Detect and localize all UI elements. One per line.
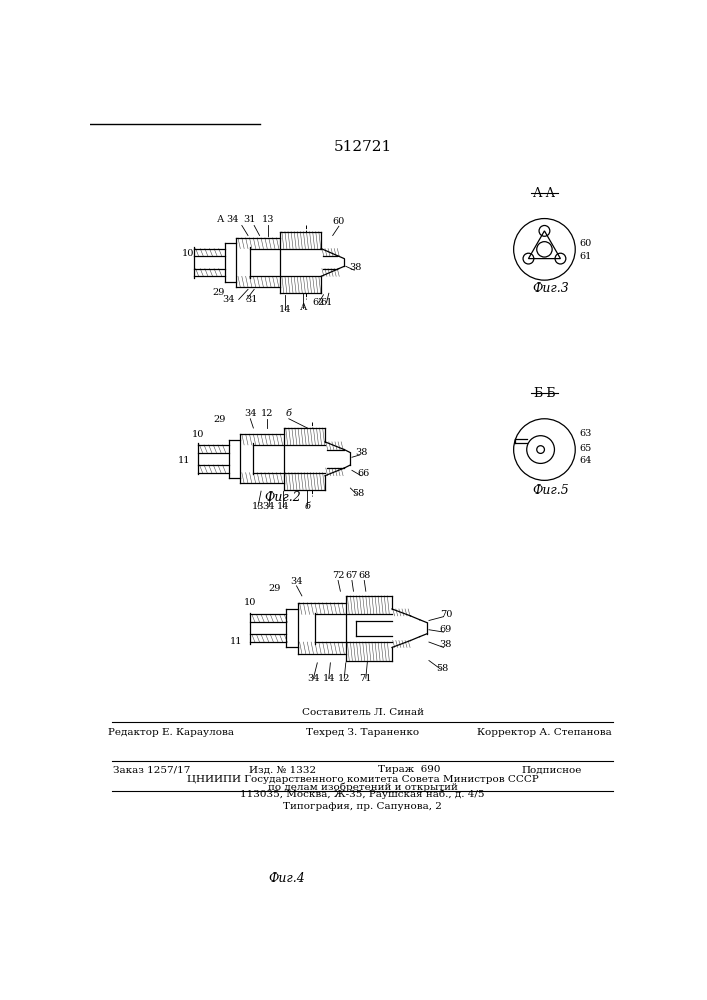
Text: 11: 11 bbox=[178, 456, 190, 465]
Text: 70: 70 bbox=[440, 610, 452, 619]
Text: 58: 58 bbox=[437, 664, 449, 673]
Text: 67: 67 bbox=[346, 571, 358, 580]
Text: 34: 34 bbox=[262, 502, 275, 511]
Text: А: А bbox=[300, 303, 307, 312]
Text: 31: 31 bbox=[243, 215, 256, 224]
Text: 12: 12 bbox=[261, 409, 274, 418]
Text: 113035, Москва, Ж-35, Раушская наб., д. 4/5: 113035, Москва, Ж-35, Раушская наб., д. … bbox=[240, 790, 485, 799]
Text: 60: 60 bbox=[579, 239, 591, 248]
Text: 71: 71 bbox=[360, 674, 372, 683]
Text: Заказ 1257/17: Заказ 1257/17 bbox=[113, 765, 190, 774]
Text: 34: 34 bbox=[226, 215, 239, 224]
Text: Изд. № 1332: Изд. № 1332 bbox=[249, 765, 316, 774]
Text: 29: 29 bbox=[214, 415, 226, 424]
Text: Фиг.5: Фиг.5 bbox=[532, 484, 569, 497]
Text: 31: 31 bbox=[245, 295, 257, 304]
Text: 61: 61 bbox=[579, 252, 592, 261]
Text: 34: 34 bbox=[308, 674, 320, 683]
Text: 13: 13 bbox=[252, 502, 264, 511]
Text: 64: 64 bbox=[579, 456, 592, 465]
Text: Типография, пр. Сапунова, 2: Типография, пр. Сапунова, 2 bbox=[284, 802, 442, 811]
Text: 13: 13 bbox=[262, 215, 274, 224]
Text: 69: 69 bbox=[440, 625, 452, 634]
Text: Техред З. Тараненко: Техред З. Тараненко bbox=[306, 728, 419, 737]
Text: б: б bbox=[286, 409, 292, 418]
Text: 66: 66 bbox=[357, 469, 370, 478]
Text: 14: 14 bbox=[322, 674, 335, 683]
Text: б: б bbox=[304, 502, 310, 511]
Text: 29: 29 bbox=[269, 584, 281, 593]
Text: ЦНИИПИ Государственного комитета Совета Министров СССР: ЦНИИПИ Государственного комитета Совета … bbox=[187, 775, 539, 784]
Text: по делам изобретений и открытий: по делам изобретений и открытий bbox=[268, 782, 457, 792]
Text: 34: 34 bbox=[223, 295, 235, 304]
Text: 62: 62 bbox=[312, 298, 325, 307]
Text: Редактор Е. Караулова: Редактор Е. Караулова bbox=[108, 728, 234, 737]
Text: 10: 10 bbox=[192, 430, 204, 439]
Text: 61: 61 bbox=[320, 298, 333, 307]
Text: 10: 10 bbox=[244, 598, 257, 607]
Text: А: А bbox=[217, 215, 225, 224]
Text: Подписное: Подписное bbox=[522, 765, 583, 774]
Text: Составитель Л. Синай: Составитель Л. Синай bbox=[302, 708, 423, 717]
Text: 34: 34 bbox=[291, 577, 303, 586]
Text: 65: 65 bbox=[579, 444, 591, 453]
Text: 34: 34 bbox=[244, 409, 257, 418]
Text: Фиг.2: Фиг.2 bbox=[264, 491, 301, 504]
Text: 12: 12 bbox=[338, 674, 351, 683]
Text: 38: 38 bbox=[355, 448, 368, 457]
Text: 63: 63 bbox=[579, 429, 592, 438]
Text: Фиг.4: Фиг.4 bbox=[268, 872, 305, 885]
Text: 512721: 512721 bbox=[334, 140, 392, 154]
Text: 14: 14 bbox=[276, 502, 289, 511]
Text: 72: 72 bbox=[332, 571, 344, 580]
Text: 11: 11 bbox=[230, 637, 243, 646]
Text: 10: 10 bbox=[182, 249, 194, 258]
Text: 14: 14 bbox=[279, 306, 291, 314]
Text: 68: 68 bbox=[358, 571, 370, 580]
Text: Фиг.3: Фиг.3 bbox=[532, 282, 569, 295]
Text: А-А: А-А bbox=[533, 187, 556, 200]
Text: 38: 38 bbox=[349, 263, 362, 272]
Text: 29: 29 bbox=[213, 288, 225, 297]
Text: Б-Б: Б-Б bbox=[533, 387, 556, 400]
Text: Корректор А. Степанова: Корректор А. Степанова bbox=[477, 728, 612, 737]
Text: 58: 58 bbox=[352, 489, 364, 498]
Text: 60: 60 bbox=[333, 217, 345, 226]
Text: Тираж  690: Тираж 690 bbox=[378, 765, 441, 774]
Text: 38: 38 bbox=[440, 640, 452, 649]
